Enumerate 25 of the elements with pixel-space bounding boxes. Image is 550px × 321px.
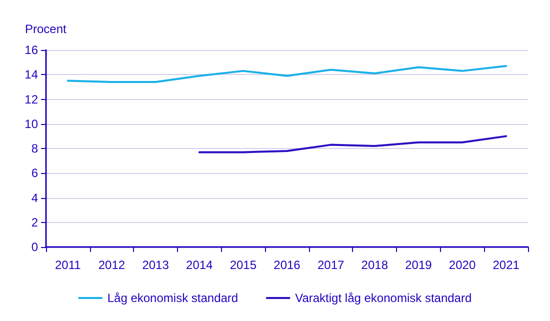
y-tick-label: 6 [31, 166, 38, 180]
y-tick-label: 0 [31, 240, 38, 254]
x-tick-label: 2018 [361, 258, 388, 272]
x-tick-label: 2020 [448, 258, 476, 272]
x-tick-label: 2013 [142, 258, 170, 272]
line-series [66, 65, 508, 84]
y-tick-label: 4 [31, 190, 38, 205]
x-tick-label: 2011 [55, 258, 82, 272]
y-tick-label: 10 [24, 116, 38, 131]
y-tick-label: 2 [31, 215, 38, 230]
x-tick-label: 2019 [405, 258, 432, 272]
y-tick-label: 12 [24, 92, 38, 106]
y-axis-title: Procent [25, 22, 68, 36]
x-tick-label: 2014 [186, 258, 214, 272]
legend-label: Varaktigt låg ekonomisk standard [295, 291, 472, 305]
line-series [198, 135, 508, 154]
x-tick-label: 2012 [98, 258, 126, 272]
y-tick-label: 14 [24, 68, 38, 82]
y-tick-label: 16 [24, 43, 38, 57]
y-tick-label: 8 [31, 142, 38, 156]
x-tick-label: 2017 [317, 258, 344, 272]
x-tick-label: 2016 [274, 258, 301, 272]
x-tick-label: 2015 [230, 258, 257, 272]
x-tick-label: 2021 [492, 258, 520, 272]
legend-label: Låg ekonomisk standard [107, 291, 238, 305]
